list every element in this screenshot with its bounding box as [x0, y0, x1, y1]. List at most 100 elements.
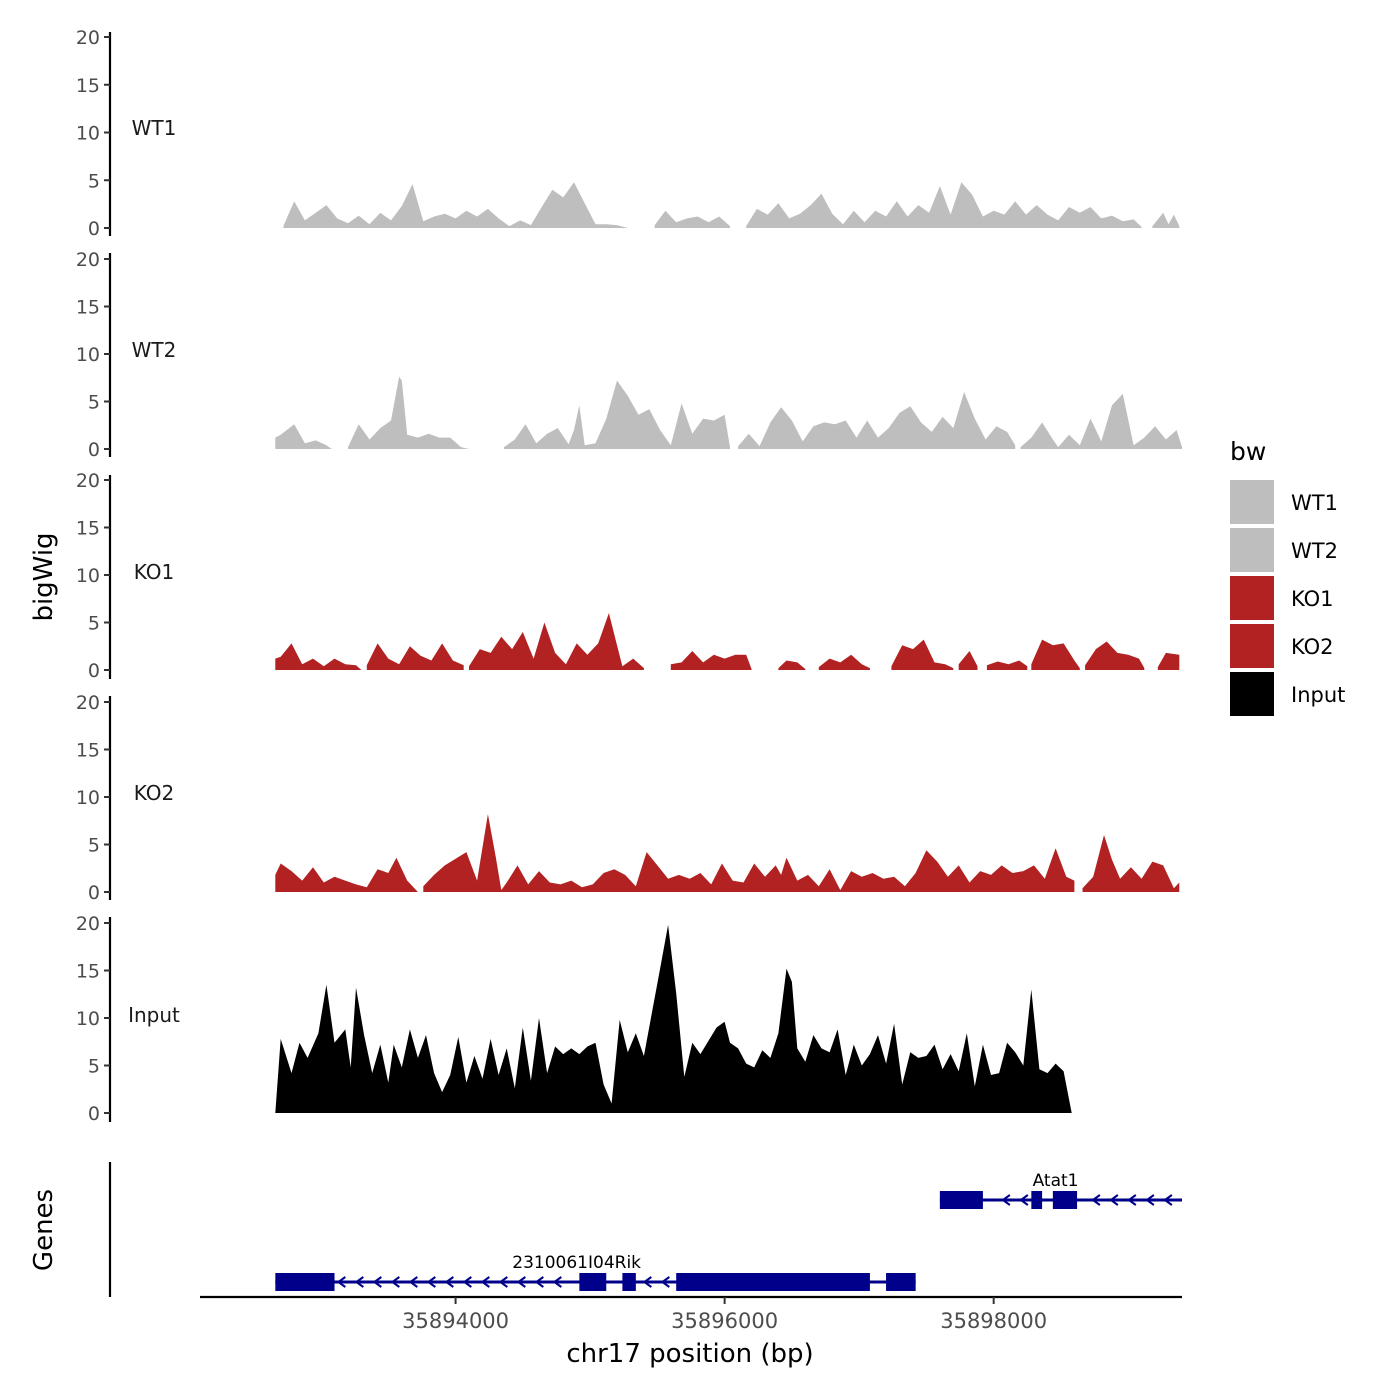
y-tick-label: 5 [88, 170, 100, 192]
y-tick-label: 0 [88, 660, 100, 682]
signal-area-ko1 [1031, 639, 1080, 670]
y-tick-label: 10 [76, 565, 100, 587]
signal-area-wt1 [654, 210, 730, 228]
x-tick-label: 35896000 [671, 1309, 778, 1333]
gene-label: 2310061I04Rik [512, 1253, 641, 1273]
gene-track: Atat1 2310061I04Rik [108, 1162, 1182, 1297]
strand-arrow [1163, 1194, 1173, 1206]
signal-area-ko1 [275, 643, 362, 670]
track-label: Input [128, 1003, 180, 1027]
strand-arrow [444, 1276, 454, 1288]
strand-arrow [1019, 1194, 1029, 1206]
signal-area-wt1 [746, 182, 1142, 228]
signal-area-ko1 [818, 654, 870, 670]
gene-exon [676, 1273, 870, 1291]
y-tick-label: 0 [88, 882, 100, 904]
signal-area-ko1 [891, 639, 954, 670]
legend: bw WT1 WT2 KO1 KO2 Input [1230, 437, 1345, 716]
track-label: WT1 [132, 116, 177, 140]
y-axis-title: bigWig [29, 532, 59, 621]
y-tick-label: 10 [76, 123, 100, 145]
track-ko2: 0 5 10 15 20 KO2 [76, 692, 1180, 904]
legend-swatch-input [1230, 672, 1274, 716]
strand-arrow [642, 1276, 652, 1288]
y-tick-label: 20 [76, 249, 100, 271]
y-tick-label: 10 [76, 1008, 100, 1030]
x-tick-label: 35898000 [940, 1309, 1047, 1333]
gene-exon [1031, 1191, 1043, 1209]
signal-area-ko1 [1085, 641, 1145, 670]
legend-label: KO2 [1291, 635, 1334, 659]
legend-swatch-ko1 [1230, 576, 1274, 620]
gene-exon [622, 1273, 636, 1291]
gene-label: Atat1 [1033, 1171, 1079, 1191]
y-tick-label: 5 [88, 1056, 100, 1078]
strand-arrow [660, 1276, 670, 1288]
strand-arrow [372, 1276, 382, 1288]
y-tick-label: 5 [88, 613, 100, 635]
y-tick-label: 15 [76, 961, 100, 983]
legend-title: bw [1230, 437, 1266, 466]
strand-arrow [1001, 1194, 1011, 1206]
track-wt1: 0 5 10 15 20 WT1 [76, 27, 1180, 240]
gene-exon [275, 1273, 335, 1291]
x-axis: 35894000 35896000 35898000 [200, 1295, 1182, 1333]
signal-area-input [275, 924, 1072, 1113]
track-label: WT2 [132, 338, 177, 362]
strand-arrow [408, 1276, 418, 1288]
strand-arrow [1091, 1194, 1101, 1206]
genes-axis-title: Genes [29, 1189, 59, 1271]
track-ko1: 0 5 10 15 20 KO1 [76, 470, 1180, 682]
legend-label: Input [1291, 683, 1345, 707]
signal-area-wt2 [348, 376, 469, 449]
strand-arrow [390, 1276, 400, 1288]
legend-label: WT1 [1291, 491, 1338, 515]
y-tick-label: 0 [88, 218, 100, 240]
signal-area-wt1 [1152, 212, 1180, 228]
track-label: KO2 [134, 781, 175, 805]
gene-exon [1052, 1191, 1078, 1209]
y-tick-label: 5 [88, 392, 100, 414]
strand-arrow [462, 1276, 472, 1288]
signal-area-ko2 [423, 814, 1075, 892]
gene-exon [886, 1273, 916, 1291]
gene-atat1: Atat1 [939, 1171, 1182, 1209]
strand-arrow [516, 1276, 526, 1288]
signal-track-panels: 0 5 10 15 20 WT1 0 5 10 15 20 WT2 0 5 10 15 20 KO1 0 5 10 15 2… [76, 27, 1182, 1125]
signal-area-ko1 [366, 643, 464, 670]
y-tick-label: 10 [76, 344, 100, 366]
strand-arrow [426, 1276, 436, 1288]
signal-area-wt2 [1020, 393, 1182, 449]
y-tick-label: 0 [88, 1103, 100, 1125]
legend-swatch-wt2 [1230, 528, 1274, 572]
strand-arrow [354, 1276, 364, 1288]
legend-label: WT2 [1291, 539, 1338, 563]
legend-label: KO1 [1291, 587, 1334, 611]
y-tick-label: 10 [76, 787, 100, 809]
legend-swatch-ko2 [1230, 624, 1274, 668]
gene-exon [939, 1191, 983, 1209]
strand-arrow [498, 1276, 508, 1288]
y-tick-label: 15 [76, 297, 100, 319]
strand-arrow [1127, 1194, 1137, 1206]
strand-arrow [552, 1276, 562, 1288]
y-tick-label: 5 [88, 835, 100, 857]
y-tick-label: 0 [88, 439, 100, 461]
signal-area-wt2 [738, 392, 1016, 449]
x-tick-label: 35894000 [402, 1309, 509, 1333]
signal-area-ko2 [1082, 835, 1180, 892]
strand-arrow [1109, 1194, 1119, 1206]
gene-2310061i04rik: 2310061I04Rik [275, 1253, 916, 1291]
signal-area-ko1 [670, 651, 752, 670]
signal-area-ko1 [986, 660, 1028, 670]
track-input: 0 5 10 15 20 Input [76, 913, 1072, 1125]
signal-area-wt2 [504, 380, 730, 449]
y-tick-label: 20 [76, 913, 100, 935]
y-tick-label: 15 [76, 518, 100, 540]
signal-area-ko1 [778, 660, 806, 670]
y-tick-label: 15 [76, 75, 100, 97]
signal-area-ko1 [958, 651, 978, 670]
strand-arrow [1145, 1194, 1155, 1206]
y-tick-label: 20 [76, 692, 100, 714]
